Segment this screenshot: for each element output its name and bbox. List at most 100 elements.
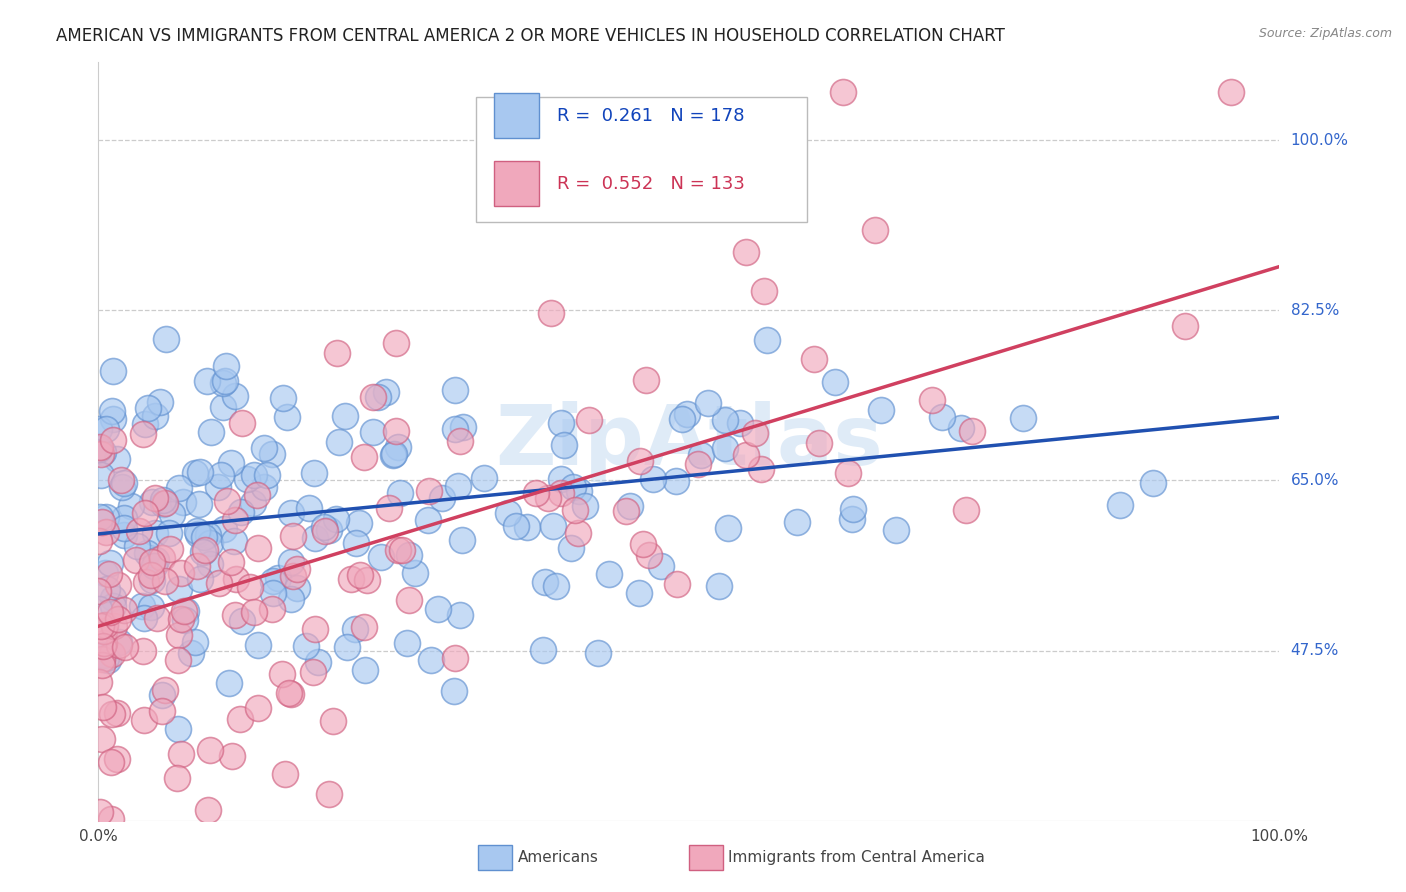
Point — [173, 604, 195, 618]
Point — [664, 474, 686, 488]
Point — [107, 638, 129, 652]
Point — [141, 495, 163, 509]
Point — [200, 558, 222, 572]
Point — [87, 583, 110, 598]
Point — [318, 523, 340, 537]
Point — [159, 541, 181, 556]
Point — [561, 480, 583, 494]
Point — [634, 373, 657, 387]
Point — [160, 508, 183, 522]
Point — [231, 614, 253, 628]
Point — [949, 421, 972, 435]
Point — [90, 619, 112, 633]
Point — [734, 449, 756, 463]
Bar — [494, 161, 538, 206]
Point — [139, 567, 162, 582]
Point — [353, 620, 375, 634]
Point — [842, 502, 865, 516]
Point — [128, 524, 150, 538]
Point — [472, 471, 495, 485]
Point — [134, 714, 156, 728]
Point — [172, 495, 194, 509]
Point — [238, 580, 260, 594]
Point — [114, 640, 136, 654]
Point — [447, 479, 470, 493]
Point — [219, 555, 242, 569]
Point — [215, 359, 238, 374]
Point — [209, 467, 232, 482]
Point — [444, 422, 467, 436]
Text: 82.5%: 82.5% — [1291, 302, 1339, 318]
Point — [516, 519, 538, 533]
Point — [960, 425, 983, 439]
Point — [717, 521, 740, 535]
Point — [285, 562, 308, 576]
Point — [143, 409, 166, 424]
Point — [418, 484, 440, 499]
Point — [728, 417, 751, 431]
Point — [103, 618, 125, 632]
Point — [553, 438, 575, 452]
Point — [444, 384, 467, 398]
Point — [280, 555, 302, 569]
Point — [242, 496, 264, 510]
Point — [98, 606, 121, 620]
Point — [110, 473, 132, 487]
Point — [87, 675, 110, 690]
Point — [187, 526, 209, 541]
Point — [524, 486, 547, 500]
Point — [90, 732, 112, 747]
Point — [863, 223, 886, 237]
Text: Americans: Americans — [517, 850, 599, 864]
Point — [370, 550, 392, 565]
Point — [149, 395, 172, 409]
Point — [139, 600, 162, 615]
Point — [134, 417, 156, 431]
Point — [314, 524, 336, 539]
Point — [101, 707, 124, 722]
Point — [112, 528, 135, 542]
Point — [375, 384, 398, 399]
Point — [564, 503, 586, 517]
Point — [224, 608, 246, 623]
Point — [143, 559, 166, 574]
Point — [298, 501, 321, 516]
Point — [200, 536, 222, 550]
Point — [167, 481, 190, 495]
Point — [270, 666, 292, 681]
Point — [262, 574, 284, 588]
Point — [200, 425, 222, 439]
Point — [212, 376, 235, 390]
Point — [174, 603, 197, 617]
Point — [229, 504, 252, 518]
Point — [247, 700, 270, 714]
Point — [187, 497, 209, 511]
Point — [141, 574, 163, 588]
Point — [94, 618, 117, 632]
Point — [391, 542, 413, 557]
Point — [274, 767, 297, 781]
Point — [550, 416, 572, 430]
Point — [169, 582, 191, 596]
Point — [283, 569, 305, 583]
Point — [419, 653, 441, 667]
Point — [131, 644, 153, 658]
Text: R =  0.261   N = 178: R = 0.261 N = 178 — [557, 106, 744, 125]
Point — [212, 522, 235, 536]
Point — [93, 635, 115, 649]
Point — [224, 513, 246, 527]
Point — [111, 480, 134, 494]
Point — [707, 578, 730, 592]
Point — [180, 646, 202, 660]
Point — [328, 434, 350, 449]
Point — [443, 650, 465, 665]
Point — [135, 546, 157, 560]
Point — [96, 509, 118, 524]
Point — [884, 523, 907, 537]
Point — [138, 401, 160, 415]
Point — [786, 515, 808, 529]
Point — [808, 435, 831, 450]
Point — [567, 526, 589, 541]
Point — [101, 647, 124, 661]
Point — [103, 434, 125, 448]
